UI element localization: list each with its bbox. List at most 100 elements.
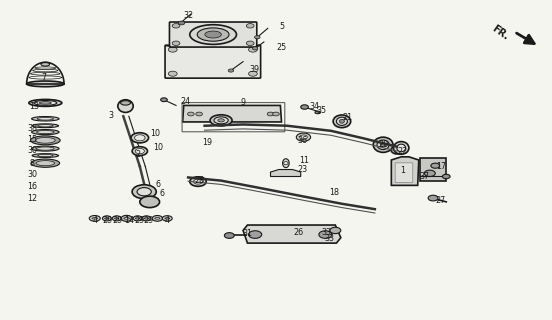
Ellipse shape [29,100,62,106]
Ellipse shape [190,25,236,44]
Ellipse shape [152,215,163,221]
Ellipse shape [373,137,393,152]
Ellipse shape [336,117,347,125]
Circle shape [319,231,332,238]
Ellipse shape [214,117,228,124]
Circle shape [330,227,341,234]
Text: 15: 15 [27,135,37,144]
FancyBboxPatch shape [395,163,413,182]
Text: 33: 33 [325,234,335,243]
Text: 6: 6 [160,189,164,198]
Circle shape [254,36,260,39]
Ellipse shape [118,100,133,112]
Text: 10: 10 [153,143,163,152]
Text: 37: 37 [419,172,429,181]
Text: 12: 12 [27,194,37,203]
Circle shape [172,41,180,45]
Text: 27: 27 [436,196,446,205]
Circle shape [178,21,185,25]
Ellipse shape [31,130,59,135]
Text: 4: 4 [164,216,170,225]
Circle shape [301,105,309,109]
Ellipse shape [114,218,119,219]
Ellipse shape [339,119,344,123]
Circle shape [188,112,194,116]
Ellipse shape [26,81,64,87]
Text: 33: 33 [321,228,332,237]
Ellipse shape [39,102,51,104]
Text: 20: 20 [378,140,388,148]
Ellipse shape [34,100,57,105]
Text: 26: 26 [293,228,303,237]
Text: 38: 38 [27,124,37,133]
FancyBboxPatch shape [169,22,257,47]
Ellipse shape [31,116,59,121]
Text: 6: 6 [156,180,161,189]
Circle shape [194,179,203,184]
Text: 13: 13 [29,101,39,111]
Circle shape [246,24,254,28]
Text: 29: 29 [113,216,123,225]
Circle shape [135,135,145,141]
Ellipse shape [380,143,386,147]
Circle shape [132,185,156,199]
Text: 4: 4 [92,216,97,225]
Circle shape [296,133,311,141]
FancyBboxPatch shape [165,45,261,78]
Circle shape [168,47,177,52]
Text: 17: 17 [436,162,446,171]
Text: 8: 8 [30,159,35,168]
Text: 14: 14 [124,216,134,225]
Ellipse shape [283,159,289,168]
Text: 16: 16 [27,181,37,190]
Ellipse shape [133,216,142,221]
Ellipse shape [333,115,351,128]
Ellipse shape [89,215,100,221]
Ellipse shape [124,218,129,219]
Ellipse shape [144,218,148,219]
Ellipse shape [37,117,54,120]
Ellipse shape [92,218,98,219]
Text: 32: 32 [183,11,193,20]
Ellipse shape [38,124,53,127]
Text: 28: 28 [194,176,204,185]
Ellipse shape [391,144,403,154]
Text: 30: 30 [27,170,37,179]
Ellipse shape [35,138,55,143]
Ellipse shape [155,218,160,219]
Ellipse shape [30,136,60,145]
Circle shape [428,195,438,201]
Circle shape [135,148,145,154]
Polygon shape [391,157,419,185]
Text: 9: 9 [241,99,246,108]
Text: 18: 18 [328,188,339,197]
Text: 29: 29 [135,216,145,225]
Ellipse shape [41,62,50,66]
Text: 22: 22 [397,147,407,156]
Text: 1: 1 [400,166,405,175]
Text: 35: 35 [316,106,326,115]
Polygon shape [183,105,282,122]
Ellipse shape [315,111,321,114]
Ellipse shape [36,147,54,150]
Text: 29: 29 [144,216,153,225]
Circle shape [267,112,274,116]
Ellipse shape [197,28,229,41]
Ellipse shape [135,218,140,219]
Ellipse shape [142,216,151,221]
Circle shape [248,71,257,76]
Ellipse shape [32,154,59,157]
Text: 5: 5 [279,22,284,31]
Text: 31: 31 [242,229,252,238]
Polygon shape [270,170,301,177]
Ellipse shape [121,215,132,221]
Circle shape [424,170,436,177]
Text: 24: 24 [181,97,190,106]
Ellipse shape [377,140,389,149]
Ellipse shape [32,124,59,128]
Circle shape [228,69,233,72]
Ellipse shape [210,115,232,126]
Text: 39: 39 [249,65,259,74]
Ellipse shape [165,218,169,219]
Ellipse shape [218,119,224,122]
